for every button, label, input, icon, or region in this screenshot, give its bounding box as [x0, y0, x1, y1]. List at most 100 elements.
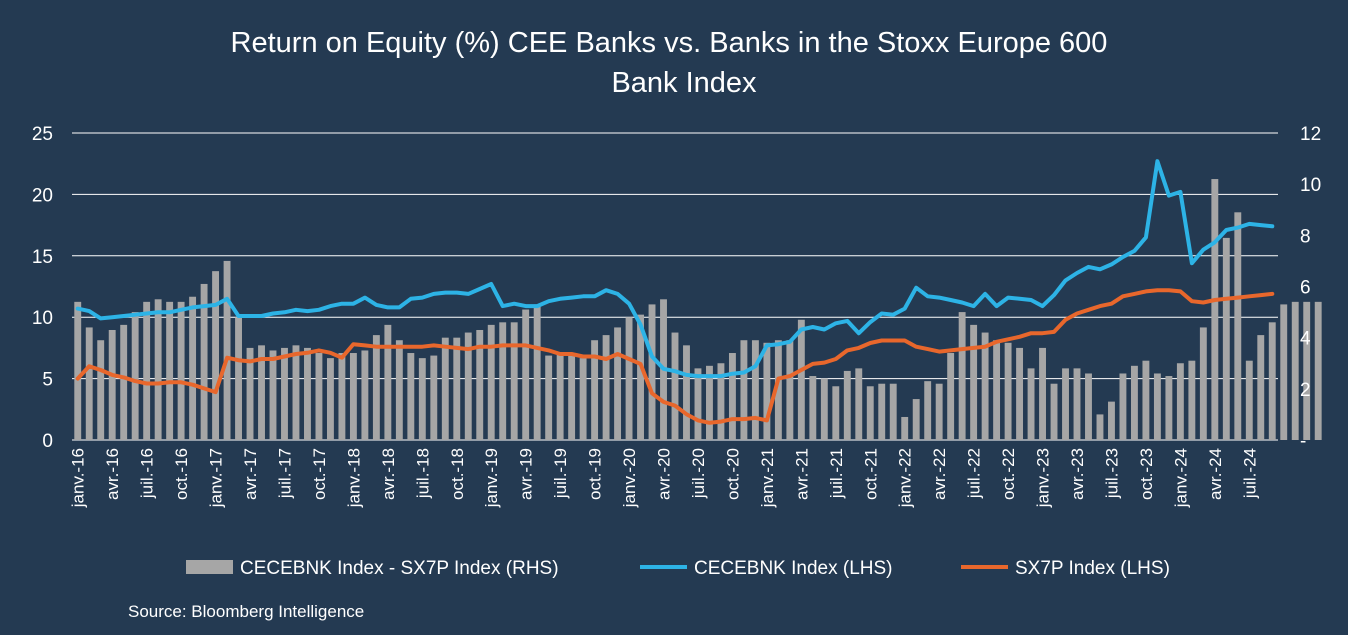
spread-bar	[223, 260, 231, 440]
spread-bar	[212, 271, 220, 440]
spread-bar	[315, 353, 323, 440]
spread-bar	[510, 322, 518, 440]
x-tick-label: janv.-21	[758, 448, 777, 508]
spread-bar	[1085, 373, 1092, 440]
spread-bar	[958, 312, 966, 440]
spread-bar	[1165, 376, 1173, 440]
spread-bar	[763, 342, 771, 440]
spread-bar	[625, 317, 633, 440]
x-tick-label: oct.-19	[586, 448, 605, 500]
spread-bar	[1199, 327, 1207, 440]
spread-bar	[912, 399, 920, 440]
spread-bar	[1130, 365, 1138, 440]
spread-bar	[855, 368, 863, 440]
spread-bar	[843, 370, 851, 440]
left-tick-label: 15	[32, 247, 53, 268]
x-tick-label: oct.-23	[1137, 448, 1156, 500]
spread-bar	[418, 358, 426, 440]
spread-bar	[717, 363, 725, 440]
left-tick-label: 20	[32, 185, 53, 206]
spread-bar	[326, 358, 334, 440]
spread-bar	[97, 340, 105, 440]
spread-bar	[154, 299, 162, 440]
spread-bar	[120, 324, 128, 440]
right-tick-label: 8	[1300, 226, 1311, 247]
spread-bar	[372, 335, 380, 440]
spread-bar	[751, 340, 759, 440]
x-tick-label: oct.-21	[861, 448, 880, 500]
x-tick-label: avr.-23	[1068, 448, 1087, 500]
spread-bar	[395, 340, 403, 440]
spread-bar	[85, 327, 93, 440]
spread-bar	[269, 350, 277, 440]
spread-bar	[1119, 373, 1127, 440]
sx7p-line	[75, 288, 1275, 425]
x-tick-label: juil.-23	[1102, 448, 1121, 499]
spread-bar	[338, 353, 346, 440]
right-tick-label: 10	[1300, 175, 1321, 196]
x-tick-label: juil.-17	[275, 448, 294, 499]
spread-bar	[579, 358, 587, 440]
x-tick-label: janv.-22	[896, 448, 915, 508]
x-tick-label: oct.-22	[999, 448, 1018, 500]
spread-bar	[924, 381, 932, 440]
left-tick-label: 10	[32, 308, 53, 329]
spread-bar	[1039, 347, 1046, 440]
spread-bar	[901, 416, 909, 440]
spread-bar	[1234, 212, 1242, 440]
spread-bar	[740, 340, 748, 440]
spread-bar	[889, 383, 897, 440]
spread-bar	[1096, 414, 1104, 440]
x-tick-label: oct.-16	[172, 448, 191, 500]
right-tick-label: 2	[1300, 380, 1311, 401]
spread-bar	[441, 337, 449, 440]
x-tick-label: oct.-17	[310, 448, 329, 500]
x-tick-label: janv.-23	[1034, 448, 1053, 508]
x-tick-label: janv.-17	[207, 448, 226, 508]
left-tick-label: 5	[42, 370, 53, 391]
x-axis: janv.-16 avr.-16 juil.-16 oct.-16 janv.-17 av…	[69, 448, 1260, 508]
legend-label-cecebnk: CECEBNK Index (LHS)	[694, 558, 893, 579]
spread-bar	[935, 383, 943, 440]
spread-bar	[1222, 237, 1230, 440]
spread-bar	[74, 301, 82, 440]
spread-bar	[1245, 360, 1253, 440]
spread-bar	[820, 378, 828, 440]
x-tick-label: avr.-17	[241, 448, 260, 500]
spread-bar	[591, 340, 599, 440]
spread-bar	[292, 345, 300, 440]
spread-bar	[602, 335, 610, 440]
spread-bar	[671, 332, 679, 440]
x-tick-label: juil.-18	[413, 448, 432, 499]
x-tick-label: janv.-19	[482, 448, 501, 508]
x-tick-label: oct.-18	[448, 448, 467, 500]
source-note: Source: Bloomberg Intelligence	[128, 602, 364, 621]
spread-bar	[108, 329, 116, 440]
spread-bar	[258, 345, 265, 440]
spread-bar	[430, 355, 438, 440]
right-tick-label: 4	[1300, 329, 1311, 350]
spread-bar	[568, 355, 576, 440]
spread-bar	[235, 317, 242, 440]
spread-bar	[1108, 401, 1115, 440]
right-axis: - 2 4 6 8 10 12	[1300, 124, 1321, 452]
legend: CECEBNK Index - SX7P Index (RHS) CECEBNK…	[186, 558, 1170, 579]
right-tick-label: 6	[1300, 278, 1311, 299]
spread-bar	[694, 368, 702, 440]
x-tick-label: avr.-20	[655, 448, 674, 500]
spread-bar	[878, 383, 886, 440]
x-tick-label: janv.-16	[69, 448, 88, 508]
spread-bar	[522, 309, 530, 440]
spread-bar	[1050, 383, 1058, 440]
bars-series	[74, 179, 1322, 441]
spread-bar	[1303, 301, 1311, 440]
spread-bar	[1268, 322, 1276, 440]
spread-bar	[1073, 368, 1081, 440]
spread-bar	[407, 353, 415, 440]
spread-bar	[832, 386, 840, 440]
left-tick-label: 0	[42, 431, 53, 452]
spread-bar	[981, 332, 989, 440]
spread-bar	[1280, 304, 1288, 440]
spread-bar	[189, 296, 197, 440]
